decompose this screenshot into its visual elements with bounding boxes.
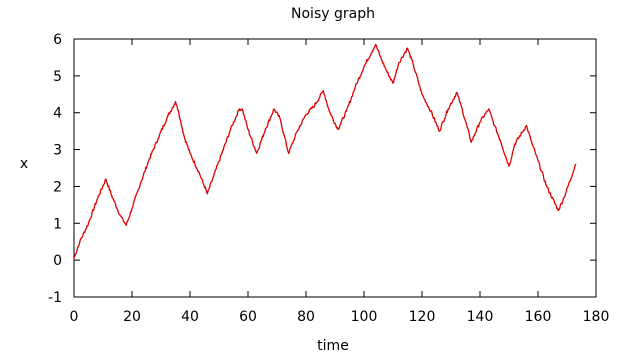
series-points bbox=[73, 43, 577, 259]
data-point bbox=[79, 241, 81, 243]
data-point bbox=[430, 110, 432, 112]
data-point bbox=[398, 62, 400, 64]
data-point bbox=[273, 108, 275, 110]
data-point bbox=[221, 152, 223, 154]
data-point bbox=[546, 185, 548, 188]
chart-title: Noisy graph bbox=[291, 6, 375, 22]
x-tick-label: 180 bbox=[583, 309, 610, 325]
y-tick-label: 5 bbox=[53, 69, 62, 85]
y-tick-label: 3 bbox=[53, 143, 62, 159]
data-point bbox=[189, 152, 191, 154]
data-point bbox=[479, 121, 481, 123]
x-tick-label: 80 bbox=[297, 309, 315, 325]
data-point bbox=[166, 117, 168, 119]
x-tick-label: 20 bbox=[123, 309, 141, 325]
data-point bbox=[73, 257, 75, 259]
data-point bbox=[177, 110, 179, 112]
y-tick-label: 1 bbox=[53, 216, 62, 232]
x-tick-label: 40 bbox=[181, 309, 199, 325]
data-point bbox=[212, 176, 214, 178]
data-point bbox=[87, 222, 90, 224]
tick-marks bbox=[73, 38, 597, 298]
data-point bbox=[157, 137, 159, 140]
data-point bbox=[183, 136, 185, 138]
data-point bbox=[525, 125, 528, 127]
data-point bbox=[456, 91, 458, 94]
x-tick-label: 60 bbox=[239, 309, 257, 325]
data-point bbox=[438, 130, 440, 132]
x-tick-label: 120 bbox=[409, 309, 436, 325]
data-point bbox=[247, 128, 249, 130]
data-point bbox=[148, 158, 150, 160]
x-tick-label: 100 bbox=[351, 309, 378, 325]
x-tick-label: 160 bbox=[525, 309, 552, 325]
data-point bbox=[392, 82, 394, 84]
data-point bbox=[421, 93, 423, 95]
data-point bbox=[296, 130, 298, 132]
data-point bbox=[241, 108, 243, 110]
data-point bbox=[230, 128, 232, 130]
data-point bbox=[256, 152, 258, 154]
data-point bbox=[470, 141, 472, 143]
data-point bbox=[499, 139, 501, 141]
tick-labels: 0 20 40 60 80 100 120 140 160 180 -1 0 1 2 3 4 5 6 bbox=[48, 32, 609, 325]
y-tick-label: 4 bbox=[53, 106, 62, 122]
data-point bbox=[386, 71, 388, 73]
data-point bbox=[125, 224, 127, 226]
data-point bbox=[288, 152, 290, 154]
data-point bbox=[412, 64, 414, 66]
plot-area bbox=[73, 38, 597, 298]
data-point bbox=[563, 196, 565, 199]
y-tick-label: 0 bbox=[53, 253, 62, 269]
data-point bbox=[111, 195, 113, 197]
data-point bbox=[447, 108, 449, 110]
data-point bbox=[119, 215, 121, 217]
data-point bbox=[140, 182, 142, 184]
data-point bbox=[131, 207, 133, 210]
y-axis-label: x bbox=[20, 156, 28, 172]
y-tick-label: 2 bbox=[53, 179, 62, 195]
data-point bbox=[488, 108, 490, 110]
data-point bbox=[337, 128, 339, 130]
data-point bbox=[206, 193, 208, 195]
data-point bbox=[314, 104, 316, 106]
data-point bbox=[557, 209, 559, 211]
data-point bbox=[514, 143, 516, 145]
data-point bbox=[508, 165, 510, 167]
data-point bbox=[279, 117, 281, 119]
data-point bbox=[322, 90, 324, 92]
data-point bbox=[375, 43, 377, 46]
data-point bbox=[462, 110, 464, 112]
data-point bbox=[575, 163, 577, 165]
y-tick-label: 6 bbox=[53, 32, 62, 48]
y-tick-label: -1 bbox=[48, 290, 62, 306]
data-point bbox=[531, 143, 533, 145]
data-point bbox=[537, 160, 539, 162]
data-point bbox=[406, 47, 409, 49]
data-point bbox=[346, 110, 348, 112]
series-line bbox=[73, 43, 577, 259]
x-tick-label: 140 bbox=[467, 309, 494, 325]
data-point bbox=[380, 58, 382, 60]
data-point bbox=[238, 108, 240, 110]
data-point bbox=[493, 125, 496, 127]
data-point bbox=[264, 128, 266, 130]
data-point bbox=[328, 110, 330, 112]
data-point bbox=[174, 101, 177, 103]
data-point bbox=[363, 66, 365, 68]
x-axis-label: time bbox=[317, 338, 349, 354]
data-point bbox=[354, 86, 356, 88]
data-point bbox=[198, 171, 200, 173]
x-tick-label: 0 bbox=[70, 309, 79, 325]
data-point bbox=[305, 113, 307, 116]
data-point bbox=[105, 178, 107, 180]
data-point bbox=[96, 198, 98, 200]
